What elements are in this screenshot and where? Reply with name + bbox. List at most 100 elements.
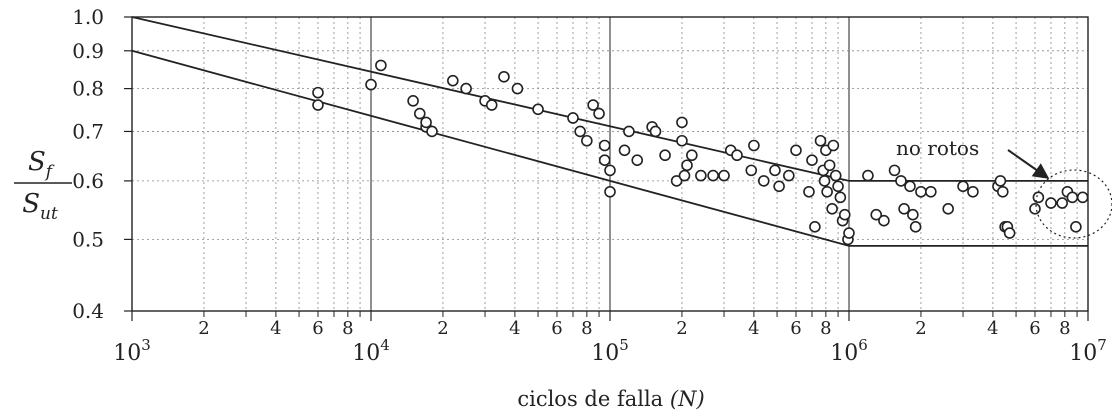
data-point: [835, 192, 845, 202]
data-point: [840, 210, 850, 220]
x-minor-label: 6: [312, 318, 323, 339]
x-decade-label: 107: [1069, 336, 1107, 366]
data-point: [791, 145, 801, 155]
data-point: [816, 136, 826, 146]
data-point: [632, 155, 642, 165]
data-point: [820, 176, 830, 186]
data-point: [427, 126, 437, 136]
data-point: [696, 171, 706, 181]
data-point: [1071, 222, 1081, 232]
y-tick-label: 0.6: [72, 169, 104, 193]
data-point: [1005, 228, 1015, 238]
y-tick-label: 0.5: [72, 227, 104, 251]
y-tick-label: 0.9: [72, 39, 104, 63]
data-point: [807, 155, 817, 165]
x-decade-label: 106: [830, 336, 868, 366]
data-point: [533, 104, 543, 114]
data-point: [376, 60, 386, 70]
data-point: [822, 187, 832, 197]
data-point: [582, 136, 592, 146]
data-point: [313, 88, 323, 98]
x-minor-label: 2: [676, 318, 687, 339]
data-point: [366, 80, 376, 90]
annotation-no-rotos: no rotos: [896, 136, 979, 160]
data-point: [313, 100, 323, 110]
data-point: [879, 216, 889, 226]
x-minor-label: 8: [1059, 318, 1070, 339]
x-minor-label: 4: [748, 318, 759, 339]
grid: [132, 17, 1088, 311]
data-point: [784, 171, 794, 181]
data-point: [958, 181, 968, 191]
x-axis-label: ciclos de falla (N): [517, 387, 704, 411]
data-point: [660, 150, 670, 160]
y-tick-label: 1.0: [72, 5, 104, 29]
data-point: [605, 165, 615, 175]
data-point: [624, 126, 634, 136]
data-point: [650, 126, 660, 136]
data-point: [512, 84, 522, 94]
data-point: [594, 109, 604, 119]
x-decade-label: 103: [113, 336, 151, 366]
x-decade-label: 105: [591, 336, 629, 366]
data-point: [774, 181, 784, 191]
x-minor-label: 2: [915, 318, 926, 339]
data-point: [810, 222, 820, 232]
data-point: [708, 171, 718, 181]
data-point: [827, 204, 837, 214]
data-point: [719, 171, 729, 181]
data-point: [408, 96, 418, 106]
data-point: [1057, 198, 1067, 208]
data-point: [1046, 198, 1056, 208]
data-point: [896, 176, 906, 186]
x-minor-label: 8: [820, 318, 831, 339]
data-point: [828, 140, 838, 150]
data-point: [600, 140, 610, 150]
data-point: [889, 165, 899, 175]
data-point: [1067, 192, 1077, 202]
data-point: [605, 187, 615, 197]
data-point: [620, 145, 630, 155]
data-point: [1030, 204, 1040, 214]
y-tick-label: 0.7: [72, 119, 104, 143]
data-point: [831, 171, 841, 181]
x-minor-label: 4: [509, 318, 520, 339]
x-minor-label: 8: [342, 318, 353, 339]
data-point: [998, 187, 1008, 197]
data-point: [746, 165, 756, 175]
data-point: [1033, 192, 1043, 202]
data-point: [911, 222, 921, 232]
data-point: [461, 84, 471, 94]
x-minor-label: 4: [270, 318, 281, 339]
data-point: [943, 204, 953, 214]
data-point: [568, 113, 578, 123]
data-point: [680, 171, 690, 181]
data-point: [804, 187, 814, 197]
data-point: [499, 72, 509, 82]
data-point: [600, 155, 610, 165]
data-point: [908, 210, 918, 220]
data-point: [732, 150, 742, 160]
x-decade-label: 104: [352, 336, 390, 366]
y-axis-label: Sf Sut: [14, 147, 72, 224]
data-point: [833, 181, 843, 191]
data-point: [863, 171, 873, 181]
data-point: [916, 187, 926, 197]
data-point: [682, 160, 692, 170]
y-tick-label: 0.4: [72, 299, 104, 323]
y-tick-label: 0.8: [72, 77, 104, 101]
data-point: [448, 76, 458, 86]
x-minor-label: 2: [198, 318, 209, 339]
data-point: [687, 150, 697, 160]
data-point: [995, 176, 1005, 186]
data-point: [487, 100, 497, 110]
annotation-arrow: [1008, 150, 1048, 178]
y-label-numerator: Sf: [28, 147, 55, 182]
data-point: [759, 176, 769, 186]
data-point: [926, 187, 936, 197]
data-point: [770, 165, 780, 175]
x-minor-label: 8: [581, 318, 592, 339]
x-minor-label: 2: [437, 318, 448, 339]
data-point: [1078, 192, 1088, 202]
